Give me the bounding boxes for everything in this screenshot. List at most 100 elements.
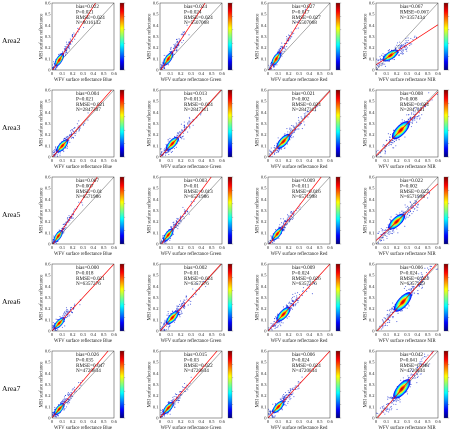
- x-tick-label: 0.1: [168, 332, 174, 337]
- scatter-point: [280, 222, 283, 224]
- scatter-point: [56, 155, 59, 157]
- scatter-point: [389, 218, 391, 220]
- scatter-point: [282, 218, 284, 220]
- scatter-point: [383, 230, 385, 232]
- scatter-point: [274, 403, 276, 405]
- y-tick-label: 0.3: [45, 208, 51, 213]
- scatter-point: [164, 147, 166, 149]
- scatter-point: [170, 151, 172, 154]
- y-tick-label: 0.2: [45, 45, 51, 50]
- scatter-point: [301, 128, 303, 130]
- scatter-point: [381, 319, 383, 321]
- scatter-point: [409, 117, 411, 119]
- x-tick-label: 0.1: [384, 158, 390, 163]
- scatter-point: [304, 8, 306, 10]
- scatter-point: [178, 140, 180, 142]
- stat-annotation: P=0.002: [400, 183, 418, 189]
- scatter-point: [428, 277, 430, 279]
- scatter-point: [419, 279, 421, 281]
- scatter-plot: 0 0.1 0.2 0.3 0.4 0.5 0.600.10.20.30.40.50.6WF…: [40, 1, 126, 83]
- scatter-point: [67, 400, 70, 403]
- scatter-point: [291, 307, 293, 309]
- scatter-point: [68, 48, 71, 50]
- stat-annotation: RMSE=0.024: [184, 276, 213, 282]
- scatter-point: [270, 151, 272, 153]
- scatter-point: [296, 296, 298, 299]
- x-axis-label: WFV surface reflectance Red: [271, 78, 328, 83]
- scatter-point: [52, 67, 54, 69]
- scatter-point: [79, 127, 81, 129]
- y-axis-label: MSI surface reflectance: [256, 14, 261, 60]
- y-tick-label: 0.2: [153, 45, 159, 50]
- scatter-point: [410, 37, 412, 40]
- scatter-point: [289, 302, 291, 304]
- scatter-point: [286, 218, 288, 220]
- scatter-point: [53, 151, 56, 153]
- y-tick-label: 0.5: [153, 186, 159, 191]
- stat-annotation: bias=0.002: [184, 265, 207, 271]
- scatter-point: [172, 310, 174, 312]
- x-tick-label: 0.1: [60, 71, 66, 76]
- scatter-point: [281, 397, 283, 399]
- scatter-point: [67, 403, 69, 405]
- scatter-point: [390, 141, 392, 143]
- scatter-point: [170, 48, 172, 51]
- scatter-point: [287, 394, 289, 396]
- fit-line: [52, 90, 113, 157]
- scatter-point: [388, 397, 390, 399]
- scatter-point: [423, 194, 425, 196]
- scatter-point: [182, 31, 184, 33]
- panel-area2-nir: 0 0.1 0.2 0.3 0.4 0.5 0.6 0 0.1 0.2 0.3 0.4 0.5 0.6 WF…: [364, 0, 470, 86]
- stat-annotation: N=4720834: [184, 368, 209, 374]
- y-axis-label: MSI surface reflectance: [364, 101, 369, 147]
- scatter-point: [390, 402, 393, 404]
- x-tick-label: 0.3: [188, 245, 194, 250]
- scatter-point: [396, 44, 398, 46]
- scatter-point: [273, 153, 275, 155]
- scatter-point: [170, 227, 172, 229]
- scatter-point: [273, 65, 275, 67]
- scatter-point: [412, 120, 414, 122]
- y-tick-label: 0.2: [369, 219, 375, 224]
- y-tick-label: 0.6: [45, 262, 51, 267]
- scatter-point: [291, 134, 293, 136]
- scatter-point: [399, 398, 401, 401]
- scatter-point: [295, 303, 297, 305]
- x-tick-label: 0.4: [91, 419, 97, 424]
- scatter-point: [283, 229, 285, 231]
- scatter-point: [274, 415, 276, 417]
- scatter-point: [306, 290, 308, 292]
- scatter-point: [163, 242, 165, 244]
- row-label-area5: Area5: [2, 210, 21, 219]
- scatter-point: [161, 61, 163, 63]
- scatter-point: [280, 322, 282, 324]
- scatter-point: [181, 129, 183, 131]
- scatter-point: [388, 310, 390, 312]
- scatter-point: [392, 58, 394, 60]
- scatter-point: [405, 45, 407, 47]
- panel-area6-nir: 0 0.1 0.2 0.3 0.4 0.5 0.6 0 0.1 0.2 0.3 0.4 0.5 0.6 WF…: [364, 261, 470, 347]
- scatter-point: [65, 52, 67, 54]
- y-tick-label: 0.2: [369, 132, 375, 137]
- x-tick-label: 0.1: [60, 332, 66, 337]
- y-tick-label: 0.2: [261, 132, 267, 137]
- scatter-point: [293, 127, 295, 129]
- x-axis-label: WFV surface reflectance NIR: [378, 339, 436, 344]
- scatter-point: [430, 265, 432, 268]
- x-tick-label: 0.1: [276, 71, 282, 76]
- scatter-point: [277, 313, 279, 315]
- scatter-point: [73, 304, 75, 307]
- scatter-point: [72, 210, 75, 212]
- x-tick-label: 0.2: [286, 158, 292, 163]
- colorbar: [227, 176, 233, 245]
- x-axis-label: WFV surface reflectance Blue: [54, 426, 112, 431]
- scatter-point: [402, 212, 405, 214]
- scatter-point: [278, 148, 280, 150]
- stat-annotation: bias=0.004: [76, 91, 99, 97]
- stat-annotation: RMSE=0.024: [400, 276, 429, 282]
- scatter-point: [188, 300, 190, 302]
- scatter-point: [54, 406, 56, 409]
- scatter-point: [300, 123, 302, 125]
- scatter-point: [180, 304, 182, 306]
- scatter-point: [417, 203, 419, 205]
